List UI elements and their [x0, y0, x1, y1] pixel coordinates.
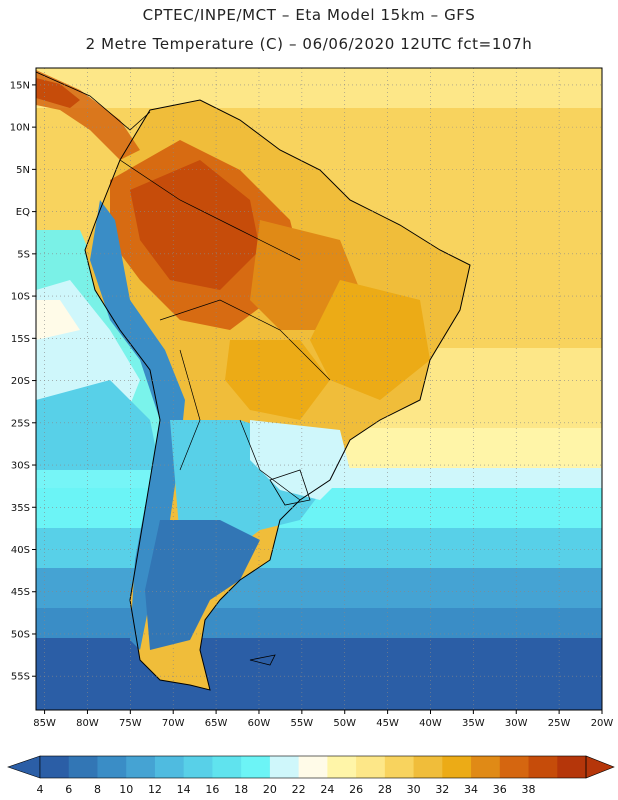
lon-tick-label: 40W [419, 718, 442, 729]
map-frame [35, 67, 603, 711]
lon-tick-label: 60W [248, 718, 271, 729]
lon-tick-label: 30W [505, 718, 528, 729]
colorbar-swatch [499, 756, 530, 778]
colorbar-swatch [40, 756, 70, 778]
lat-tick-label: 45S [11, 587, 30, 598]
colorbar-swatch [298, 756, 328, 778]
lon-tick-label: 80W [76, 718, 99, 729]
lon-tick-label: 25W [548, 718, 571, 729]
colorbar-swatch [557, 756, 587, 778]
colorbar-label: 24 [320, 783, 334, 796]
colorbar-label: 28 [378, 783, 392, 796]
lat-tick-label: 5N [16, 165, 30, 176]
colorbar-label: 32 [435, 783, 449, 796]
lon-tick-label: 20W [591, 718, 614, 729]
colorbar-label: 22 [292, 783, 306, 796]
colorbar-swatch [356, 756, 386, 778]
colorbar-swatch [471, 756, 501, 778]
colorbar-label: 10 [119, 783, 133, 796]
colorbar-frame [39, 755, 587, 779]
colorbar-label: 36 [493, 783, 507, 796]
colorbar-label: 20 [263, 783, 277, 796]
lat-tick-label: 55S [11, 672, 30, 683]
lon-tick-label: 45W [376, 718, 399, 729]
colorbar-swatch [327, 756, 357, 778]
colorbar-label: 8 [94, 783, 101, 796]
lat-tick-label: 20S [11, 376, 30, 387]
colorbar: 4 6 8 10 12 14 16 18 20 22 24 26 28 30 32 34 36 38 [7, 755, 615, 796]
latitude-axis: 15N 10N 5N EQ 5S 10S 15S 20S 25S 30S 35S 40S 45S 50S 5… [10, 80, 36, 683]
colorbar-swatch [126, 756, 156, 778]
lat-tick-label: 15N [10, 80, 30, 91]
colorbar-swatch [154, 756, 185, 778]
lat-tick-label: 25S [11, 418, 30, 429]
temperature-field [36, 68, 602, 710]
colorbar-label: 18 [234, 783, 248, 796]
lon-tick-label: 50W [333, 718, 356, 729]
lat-tick-label: 40S [11, 545, 30, 556]
colorbar-swatch [68, 756, 98, 778]
colorbar-label: 38 [522, 783, 536, 796]
lat-tick-label: 50S [11, 629, 30, 640]
colorbar-swatch [269, 756, 300, 778]
colorbar-swatch [413, 756, 443, 778]
colorbar-swatch [442, 756, 472, 778]
colorbar-label: 26 [349, 783, 363, 796]
colorbar-swatch [97, 756, 127, 778]
lat-tick-label: 10N [10, 123, 30, 134]
colorbar-label: 30 [407, 783, 421, 796]
lon-tick-label: 35W [462, 718, 485, 729]
lat-tick-label: 35S [11, 503, 30, 514]
lon-tick-label: 65W [205, 718, 228, 729]
colorbar-swatch [183, 756, 213, 778]
lat-tick-label: 30S [11, 461, 30, 472]
title-line-2: 2 Metre Temperature (C) – 06/06/2020 12U… [85, 35, 533, 53]
lat-tick-label: 5S [17, 249, 30, 260]
lon-tick-label: 55W [291, 718, 314, 729]
colorbar-label: 14 [177, 783, 191, 796]
colorbar-swatch [384, 756, 415, 778]
colorbar-swatch [528, 756, 558, 778]
colorbar-label: 34 [464, 783, 478, 796]
colorbar-low-arrow [7, 755, 41, 779]
colorbar-label: 6 [65, 783, 72, 796]
colorbar-swatch [241, 756, 271, 778]
colorbar-swatch [212, 756, 242, 778]
colorbar-label: 12 [148, 783, 162, 796]
lon-tick-label: 85W [33, 718, 56, 729]
lat-tick-label: EQ [16, 207, 30, 218]
title-line-1: CPTEC/INPE/MCT – Eta Model 15km – GFS [142, 6, 476, 24]
colorbar-high-arrow [585, 755, 615, 779]
lat-tick-label: 15S [11, 334, 30, 345]
lon-tick-label: 75W [119, 718, 142, 729]
colorbar-label: 16 [205, 783, 219, 796]
lon-tick-label: 70W [162, 718, 185, 729]
lat-tick-label: 10S [11, 292, 30, 303]
colorbar-label: 4 [37, 783, 44, 796]
longitude-axis: 85W 80W 75W 70W 65W 60W 55W 50W 45W 40W 35W 30W 25W 2… [33, 710, 613, 729]
